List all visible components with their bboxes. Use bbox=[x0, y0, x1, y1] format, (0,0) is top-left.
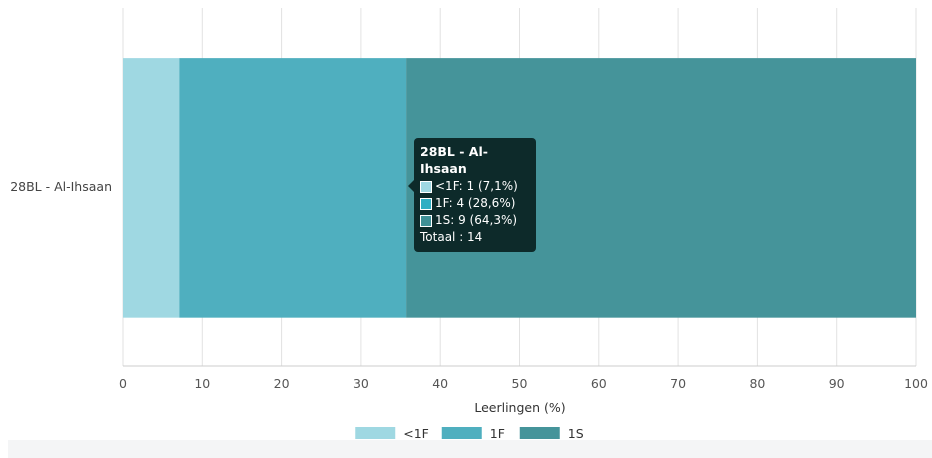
legend-label: <1F bbox=[403, 426, 429, 441]
legend-label: 1F bbox=[490, 426, 505, 441]
x-tick-label: 20 bbox=[274, 376, 290, 391]
x-tick-label: 50 bbox=[512, 376, 528, 391]
category-labels: 28BL - Al-Ihsaan bbox=[10, 179, 112, 194]
x-tick-label: 100 bbox=[904, 376, 928, 391]
tooltip-row: <1F: 1 (7,1%) bbox=[420, 178, 530, 195]
legend-swatch bbox=[355, 427, 396, 439]
x-tick-label: 10 bbox=[194, 376, 210, 391]
x-axis-title: Leerlingen (%) bbox=[474, 400, 565, 415]
tooltip-row: 1F: 4 (28,6%) bbox=[420, 195, 530, 212]
tooltip-title: 28BL - Al-Ihsaan bbox=[420, 144, 488, 176]
tooltip-row-text: 1F: 4 (28,6%) bbox=[435, 196, 516, 210]
x-tick-label: 40 bbox=[432, 376, 448, 391]
tooltip-total: Totaal : 14 bbox=[420, 230, 483, 244]
x-tick-labels: 0 10 20 30 40 50 60 70 80 90 100 bbox=[119, 376, 928, 391]
tooltip-row-text: <1F: 1 (7,1%) bbox=[435, 179, 518, 193]
legend-item[interactable]: <1F bbox=[355, 426, 429, 441]
x-tick-label: 70 bbox=[670, 376, 686, 391]
legend-swatch bbox=[441, 427, 482, 439]
bar-segment[interactable] bbox=[179, 58, 407, 318]
tooltip-swatch bbox=[420, 214, 432, 227]
x-tick-label: 30 bbox=[353, 376, 369, 391]
x-tick-label: 80 bbox=[749, 376, 765, 391]
legend-item[interactable]: 1F bbox=[441, 426, 505, 441]
tooltip-swatch bbox=[420, 180, 432, 193]
tooltip-swatch bbox=[420, 197, 432, 210]
x-tick-label: 0 bbox=[119, 376, 127, 391]
legend: <1F 1F 1S bbox=[355, 426, 584, 441]
tooltip: 28BL - Al-Ihsaan <1F: 1 (7,1%) 1F: 4 (28… bbox=[408, 138, 536, 252]
bar-segment[interactable] bbox=[123, 58, 180, 318]
legend-item[interactable]: 1S bbox=[519, 426, 584, 441]
tooltip-row: 1S: 9 (64,3%) bbox=[420, 212, 530, 229]
category-label: 28BL - Al-Ihsaan bbox=[10, 179, 112, 194]
tooltip-row-text: 1S: 9 (64,3%) bbox=[435, 213, 518, 227]
x-tick-label: 90 bbox=[829, 376, 845, 391]
legend-label: 1S bbox=[568, 426, 584, 441]
footer-strip bbox=[8, 440, 932, 458]
x-tick-label: 60 bbox=[591, 376, 607, 391]
legend-swatch bbox=[519, 427, 560, 439]
